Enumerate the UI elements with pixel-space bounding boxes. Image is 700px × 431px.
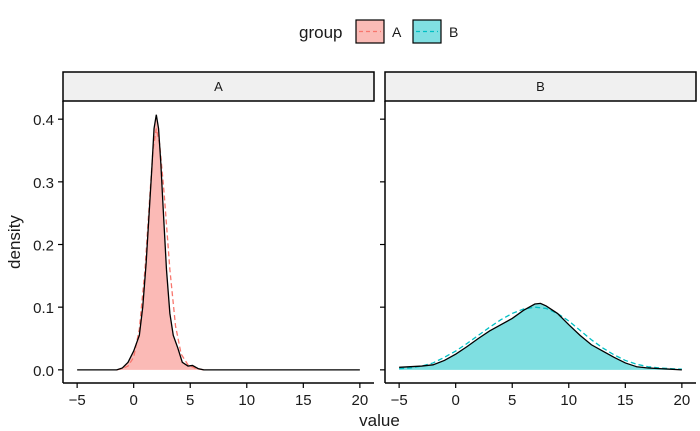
y-tick-label: 0.2 [33,238,54,255]
x-tick-label: 15 [295,392,312,409]
x-axis-title: value [359,411,400,430]
density-line-a [77,114,360,371]
x-tick-label: 20 [674,392,691,409]
legend-label-b: B [449,24,458,40]
strip-b [384,71,697,102]
panel-a [77,114,360,371]
x-tick-label: 0 [452,392,460,409]
x-tick-label: 5 [508,392,516,409]
y-tick-label: 0.3 [33,175,54,192]
legend: group A B [299,19,458,44]
strip-label-b: B [536,79,545,94]
legend-label-a: A [392,24,402,40]
x-tick-label: −5 [69,392,86,409]
density-area-b [399,303,682,370]
y-tick-label: 0.1 [33,300,54,317]
legend-title: group [299,23,342,42]
y-tick-label: 0.4 [33,112,54,129]
x-tick-label: 20 [352,392,369,409]
strip-label-a: A [214,79,223,94]
x-tick-label: 0 [130,392,138,409]
x-tick-label: −5 [391,392,408,409]
x-tick-label: 10 [238,392,255,409]
y-tick-label: 0.0 [33,363,54,380]
axis-ticks: 0.0 0.1 0.2 0.3 0.4 −5 0 5 10 15 20 −5 0 5 10 15 20 [33,112,690,409]
y-axis-title: density [5,215,24,269]
reference-curve-a [116,128,204,371]
x-tick-label: 5 [186,392,194,409]
density-line-b [399,302,682,371]
x-tick-label: 15 [617,392,634,409]
reference-curve-b [399,306,682,370]
density-area-a [77,114,360,370]
x-tick-label: 10 [560,392,577,409]
strip-a [62,71,375,102]
panel-b [399,302,682,371]
